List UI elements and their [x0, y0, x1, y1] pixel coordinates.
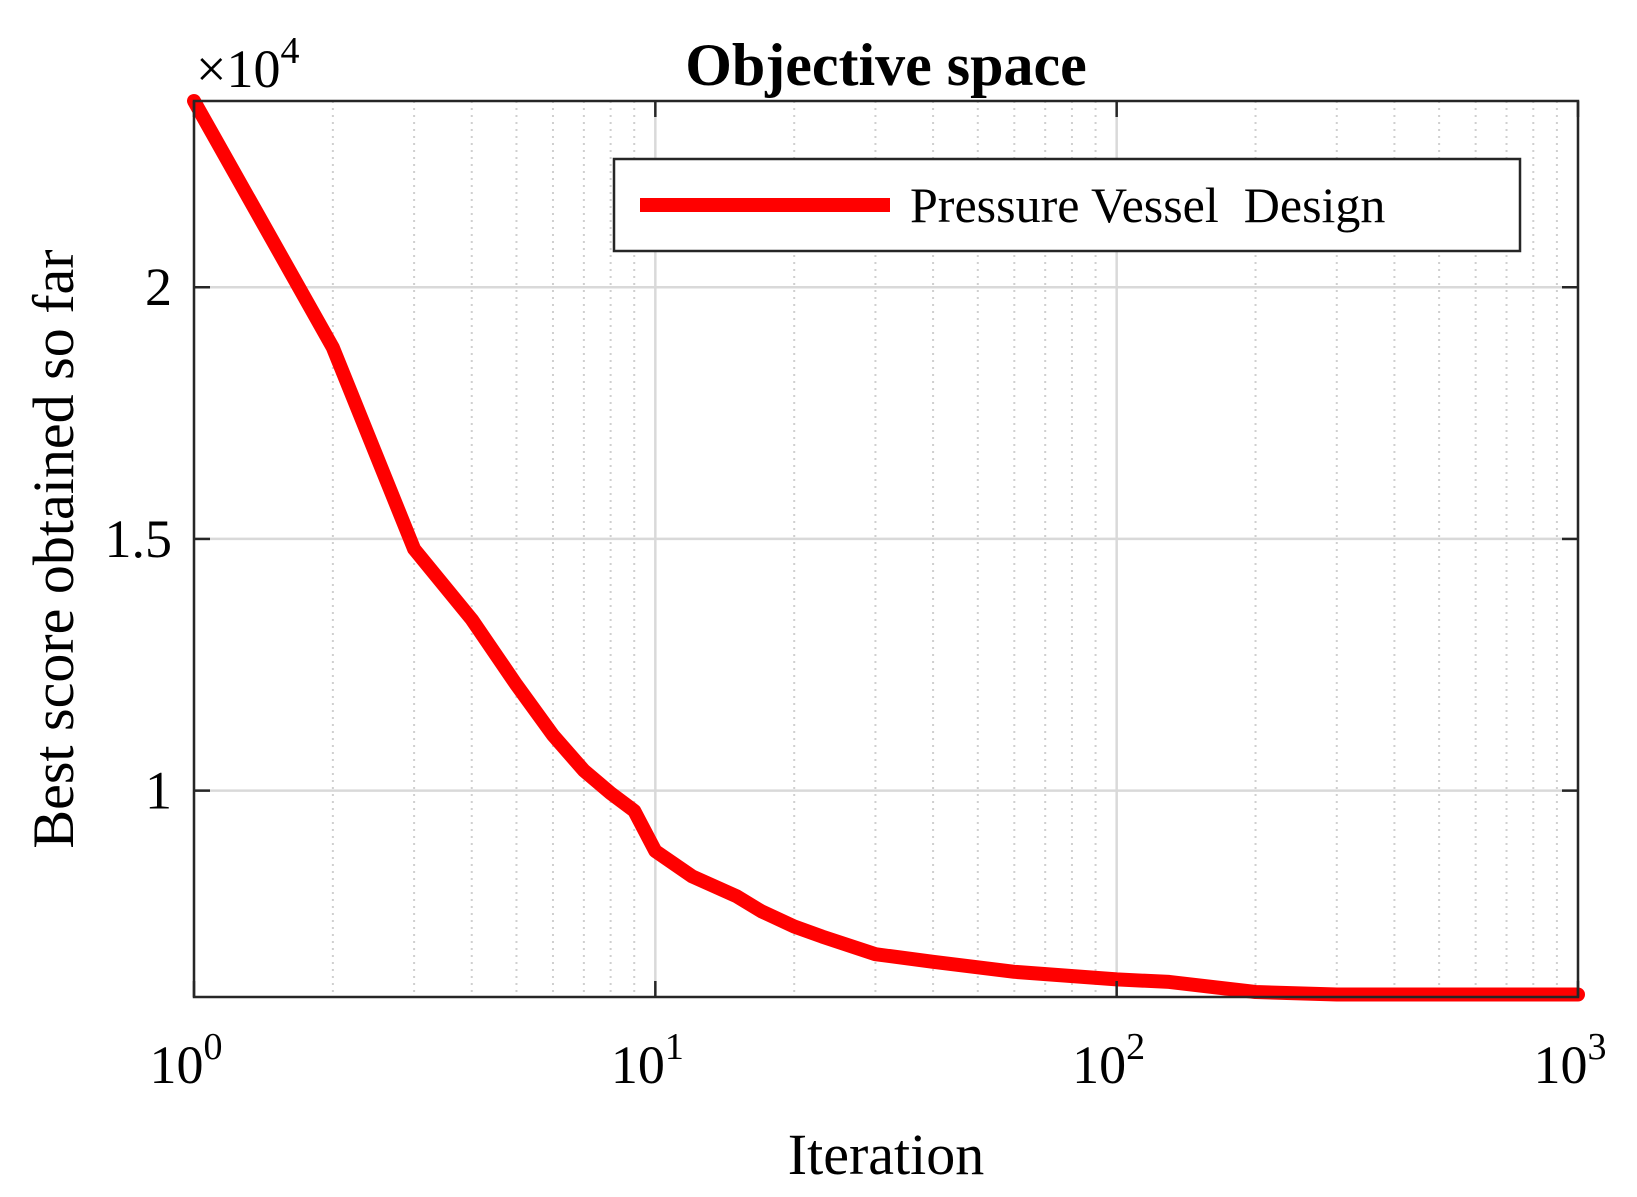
chart-title: Objective space [685, 32, 1087, 98]
x-tick-base: 10 [150, 1035, 204, 1095]
y-exponent-label: ×104 [196, 30, 299, 99]
y-tick-label: 2 [145, 257, 172, 317]
x-tick-exp: 2 [1126, 1026, 1145, 1068]
x-tick-label: 102 [1072, 1026, 1145, 1095]
axes-box [192, 99, 1580, 999]
y-exponent-base: ×10 [196, 39, 280, 99]
x-tick-base: 10 [1534, 1035, 1588, 1095]
y-tick-label: 1.5 [105, 509, 173, 569]
series-group [187, 94, 1585, 1002]
y-axis-label: Best score obtained so far [21, 249, 86, 848]
x-tick-exp: 0 [204, 1026, 223, 1068]
legend: Pressure Vessel Design [612, 157, 1522, 253]
x-tick-label: 100 [150, 1026, 223, 1095]
y-exponent-power: 4 [280, 30, 299, 72]
series-line [187, 94, 1585, 1002]
legend-label: Pressure Vessel Design [910, 177, 1385, 233]
x-tick-label: 101 [611, 1026, 684, 1095]
x-tick-base: 10 [1072, 1035, 1126, 1095]
y-tick-label: 1 [145, 761, 172, 821]
x-axis-label: Iteration [788, 1122, 984, 1187]
x-tick-label: 103 [1534, 1026, 1607, 1095]
x-tick-base: 10 [611, 1035, 665, 1095]
x-tick-exp: 3 [1588, 1026, 1607, 1068]
x-tick-exp: 1 [665, 1026, 684, 1068]
